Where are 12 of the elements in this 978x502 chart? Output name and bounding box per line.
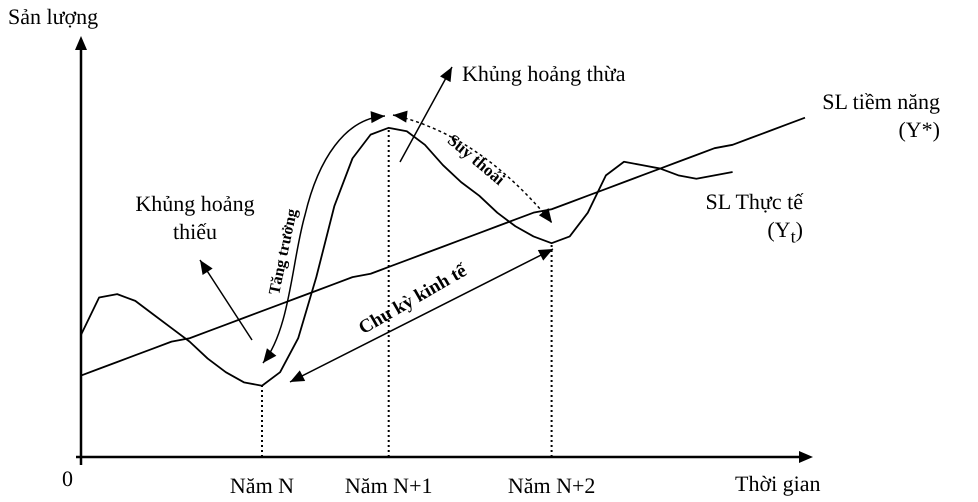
- annotation: Tăng trưởng: [266, 207, 302, 297]
- annotation: Chu kỳ kinh tế: [355, 260, 471, 340]
- x-tick-label: Năm N+1: [344, 473, 432, 498]
- series-label: SL tiềm năng (Y*): [821, 88, 940, 143]
- text: 0: [62, 465, 73, 492]
- series-label: SL Thực tế (Y$_{t}$): [704, 188, 803, 248]
- y-axis-title: Sản lượng: [8, 3, 98, 30]
- annotation: Khủng hoảng thiếu: [134, 190, 256, 245]
- text: Khủng hoảng thừa: [462, 60, 626, 88]
- x-tick-label: Năm N: [230, 473, 294, 498]
- x-tick-label: Năm N+2: [508, 473, 596, 498]
- x-axis-title: Thời gian: [735, 470, 821, 498]
